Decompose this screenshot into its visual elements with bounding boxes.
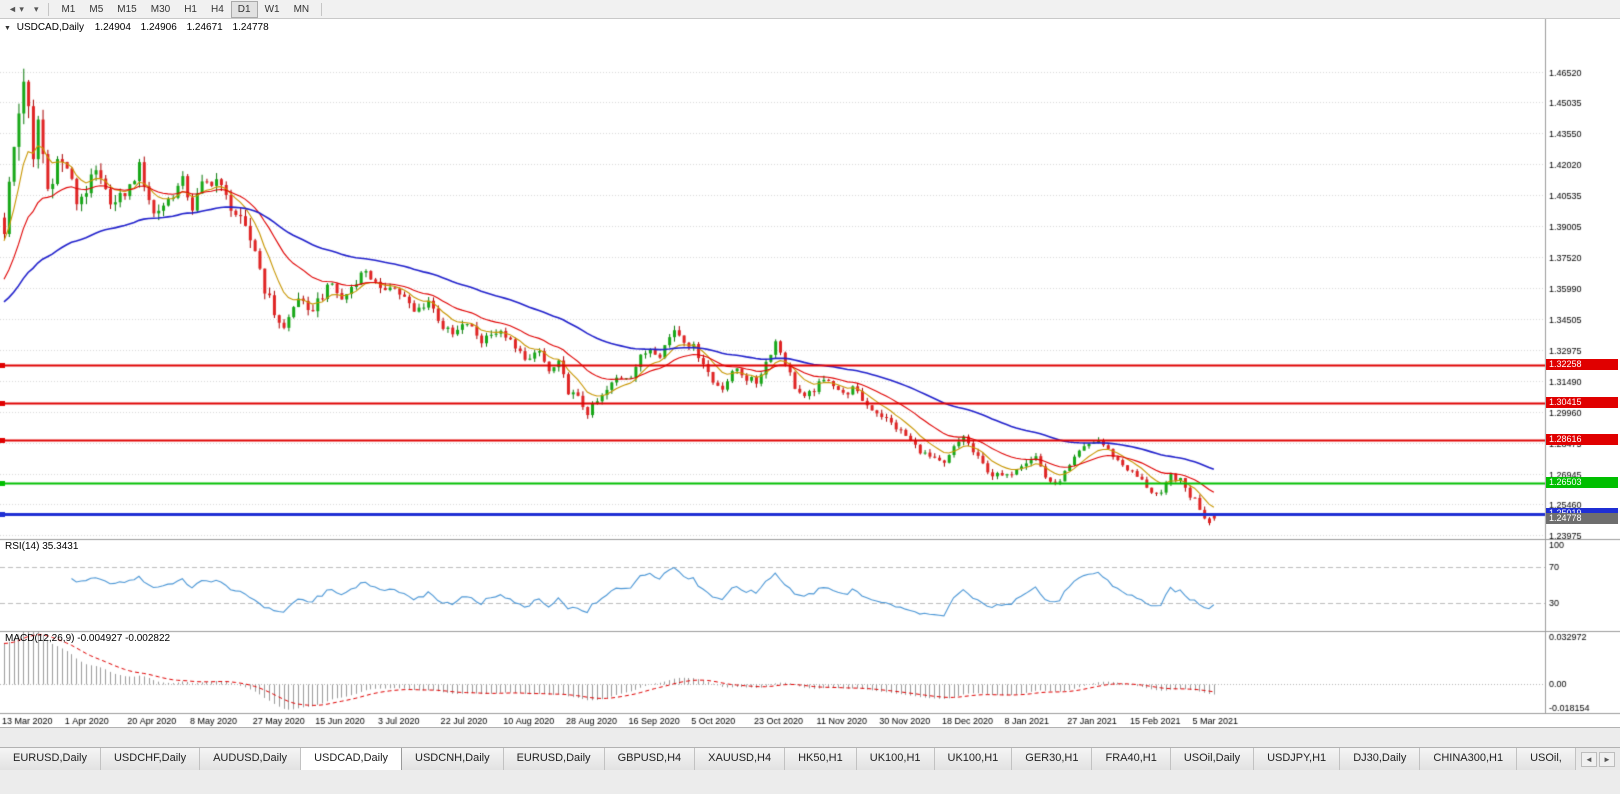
chart-tab-gbpusd-h4[interactable]: GBPUSD,H4 [604,748,696,770]
chart-tab-uk100-h1[interactable]: UK100,H1 [934,748,1013,770]
chart-tab-usdcad-daily[interactable]: USDCAD,Daily [301,748,403,770]
rsi-indicator-label: RSI(14) 35.3431 [5,541,79,552]
timeframe-button-m5[interactable]: M5 [82,1,110,18]
chart-tab-dj30-daily[interactable]: DJ30,Daily [1340,748,1421,770]
chart-tab-eurusd-daily[interactable]: EURUSD,Daily [0,748,101,770]
chart-tab-uk100-h1[interactable]: UK100,H1 [856,748,935,770]
chart-options-dropdown-button[interactable]: ▾ [29,1,44,18]
tab-scroll-right-button[interactable]: ► [1599,751,1615,767]
tab-scroll-left-button[interactable]: ◄ [1581,751,1597,767]
chart-tab-hk50-h1[interactable]: HK50,H1 [785,748,857,770]
timeframe-button-mn[interactable]: MN [287,1,317,18]
toolbar-separator [321,2,323,16]
chart-scroll-dropdown-button[interactable]: ◄ ▾ [3,1,29,18]
window-bottom-strip [0,770,1620,794]
timeframe-button-m15[interactable]: M15 [110,1,143,18]
chart-tab-usoil-daily[interactable]: USOil,Daily [1170,748,1255,770]
chart-tab-china300-h1[interactable]: CHINA300,H1 [1420,748,1518,770]
chart-symbol-header: ▼ USDCAD,Daily 1.24904 1.24906 1.24671 1… [4,22,269,33]
chart-tab-fra40-h1[interactable]: FRA40,H1 [1092,748,1171,770]
chart-tabs: EURUSD,Daily USDCHF,Daily AUDUSD,Daily USDC… [0,748,1576,770]
timeframe-button-group: M1 M5 M15 M30 H1 H4 D1 W1 MN [54,0,317,18]
ohlc-values: 1.24904 1.24906 1.24671 1.24778 [94,22,269,33]
tab-scroll-buttons: ◄ ► [1576,748,1620,770]
chart-tab-usdjpy-h1[interactable]: USDJPY,H1 [1254,748,1341,770]
chart-tab-ger30-h1[interactable]: GER30,H1 [1012,748,1093,770]
price-chart-canvas[interactable] [0,19,1620,727]
timeframe-button-m30[interactable]: M30 [144,1,177,18]
toolbar-separator [48,2,50,16]
chart-tab-eurusd-daily[interactable]: EURUSD,Daily [503,748,605,770]
timeframe-button-m1[interactable]: M1 [54,1,82,18]
chart-tab-bar: EURUSD,Daily USDCHF,Daily AUDUSD,Daily USDC… [0,747,1620,770]
macd-indicator-label: MACD(12,26,9) -0.004927 -0.002822 [5,633,171,644]
timeframe-button-d1[interactable]: D1 [230,0,258,18]
toolbar: ◄ ▾ ▾ M1 M5 M15 M30 H1 H4 D1 W1 MN [0,0,1620,19]
chart-tab-xauusd-h4[interactable]: XAUUSD,H4 [695,748,786,770]
timeframe-button-h1[interactable]: H1 [177,1,204,18]
timeframe-button-h4[interactable]: H4 [204,1,231,18]
collapse-indicator-icon[interactable]: ▼ [4,25,11,32]
status-strip [0,727,1620,747]
chart-tab-usdchf-daily[interactable]: USDCHF,Daily [100,748,201,770]
chart-tab-usoil-[interactable]: USOil, [1517,748,1576,770]
symbol-label: USDCAD,Daily [16,22,84,33]
timeframe-button-w1[interactable]: W1 [258,1,287,18]
chart-region: ▼ USDCAD,Daily 1.24904 1.24906 1.24671 1… [0,19,1620,727]
chart-tab-audusd-daily[interactable]: AUDUSD,Daily [200,748,302,770]
chart-tab-usdcnh-daily[interactable]: USDCNH,Daily [402,748,504,770]
